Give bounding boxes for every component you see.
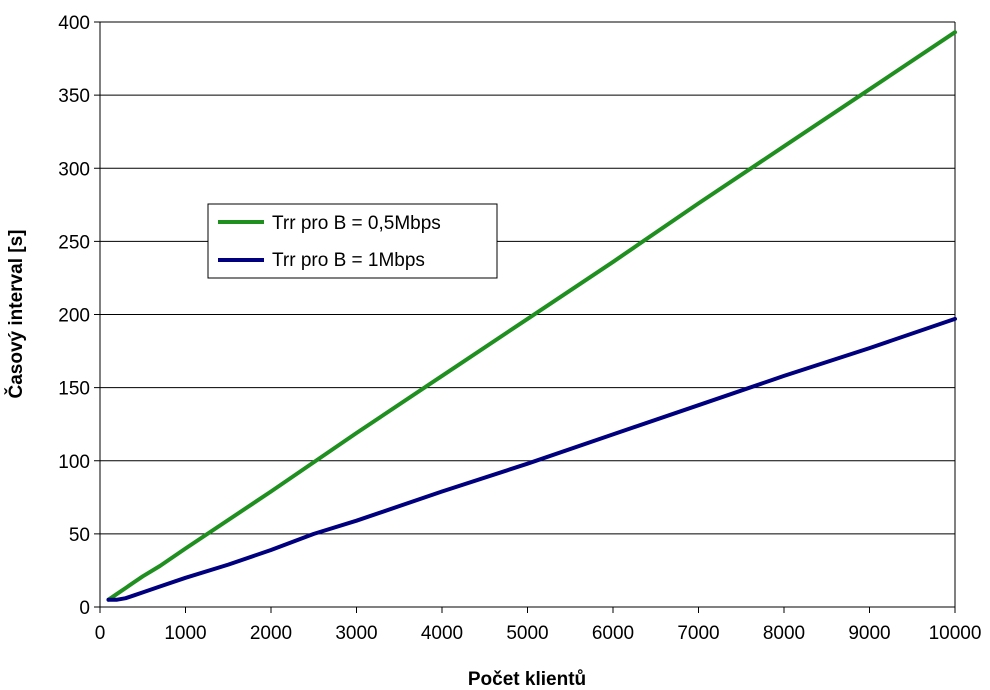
y-tick-label: 400: [58, 13, 90, 34]
series-lines: [106, 30, 957, 602]
x-tick-label: 0: [95, 623, 106, 644]
x-tick-label: 4000: [421, 623, 463, 644]
x-tick-label: 6000: [592, 623, 634, 644]
x-tick-label: 7000: [677, 623, 719, 644]
gridlines: [100, 21, 955, 535]
x-tick-label: 9000: [848, 623, 890, 644]
y-tick-labels: 0 50 100 150 200 250 300 350 400: [58, 13, 90, 619]
y-tick-label: 350: [58, 86, 90, 107]
y-tick-label: 100: [58, 452, 90, 473]
x-tick-label: 2000: [250, 623, 292, 644]
y-tick-label: 200: [58, 306, 90, 327]
series-line-2: [106, 316, 957, 602]
x-tick-label: 1000: [164, 623, 206, 644]
legend-label-series-2: Trr pro B = 1Mbps: [272, 250, 425, 271]
axes: [94, 21, 956, 613]
x-tick-label: 5000: [506, 623, 548, 644]
legend: Trr pro B = 0,5Mbps Trr pro B = 1Mbps: [207, 203, 498, 279]
y-tick-label: 300: [58, 159, 90, 180]
y-tick-label: 50: [69, 525, 90, 546]
legend-label-series-1: Trr pro B = 0,5Mbps: [272, 213, 441, 234]
x-tick-label: 8000: [763, 623, 805, 644]
x-tick-labels: 0 1000 2000 3000 4000 5000 6000 7000 8000 9000 100…: [95, 623, 982, 644]
y-tick-label: 250: [58, 232, 90, 253]
x-tick-label: 3000: [335, 623, 377, 644]
series-line-1: [106, 30, 957, 602]
x-tick-label: 10000: [929, 623, 982, 644]
y-tick-label: 0: [79, 598, 90, 619]
legend-box: [207, 203, 498, 279]
y-tick-label: 150: [58, 379, 90, 400]
y-axis-title: Časový interval [s]: [5, 230, 27, 399]
x-axis-title: Počet klientů: [468, 669, 586, 690]
